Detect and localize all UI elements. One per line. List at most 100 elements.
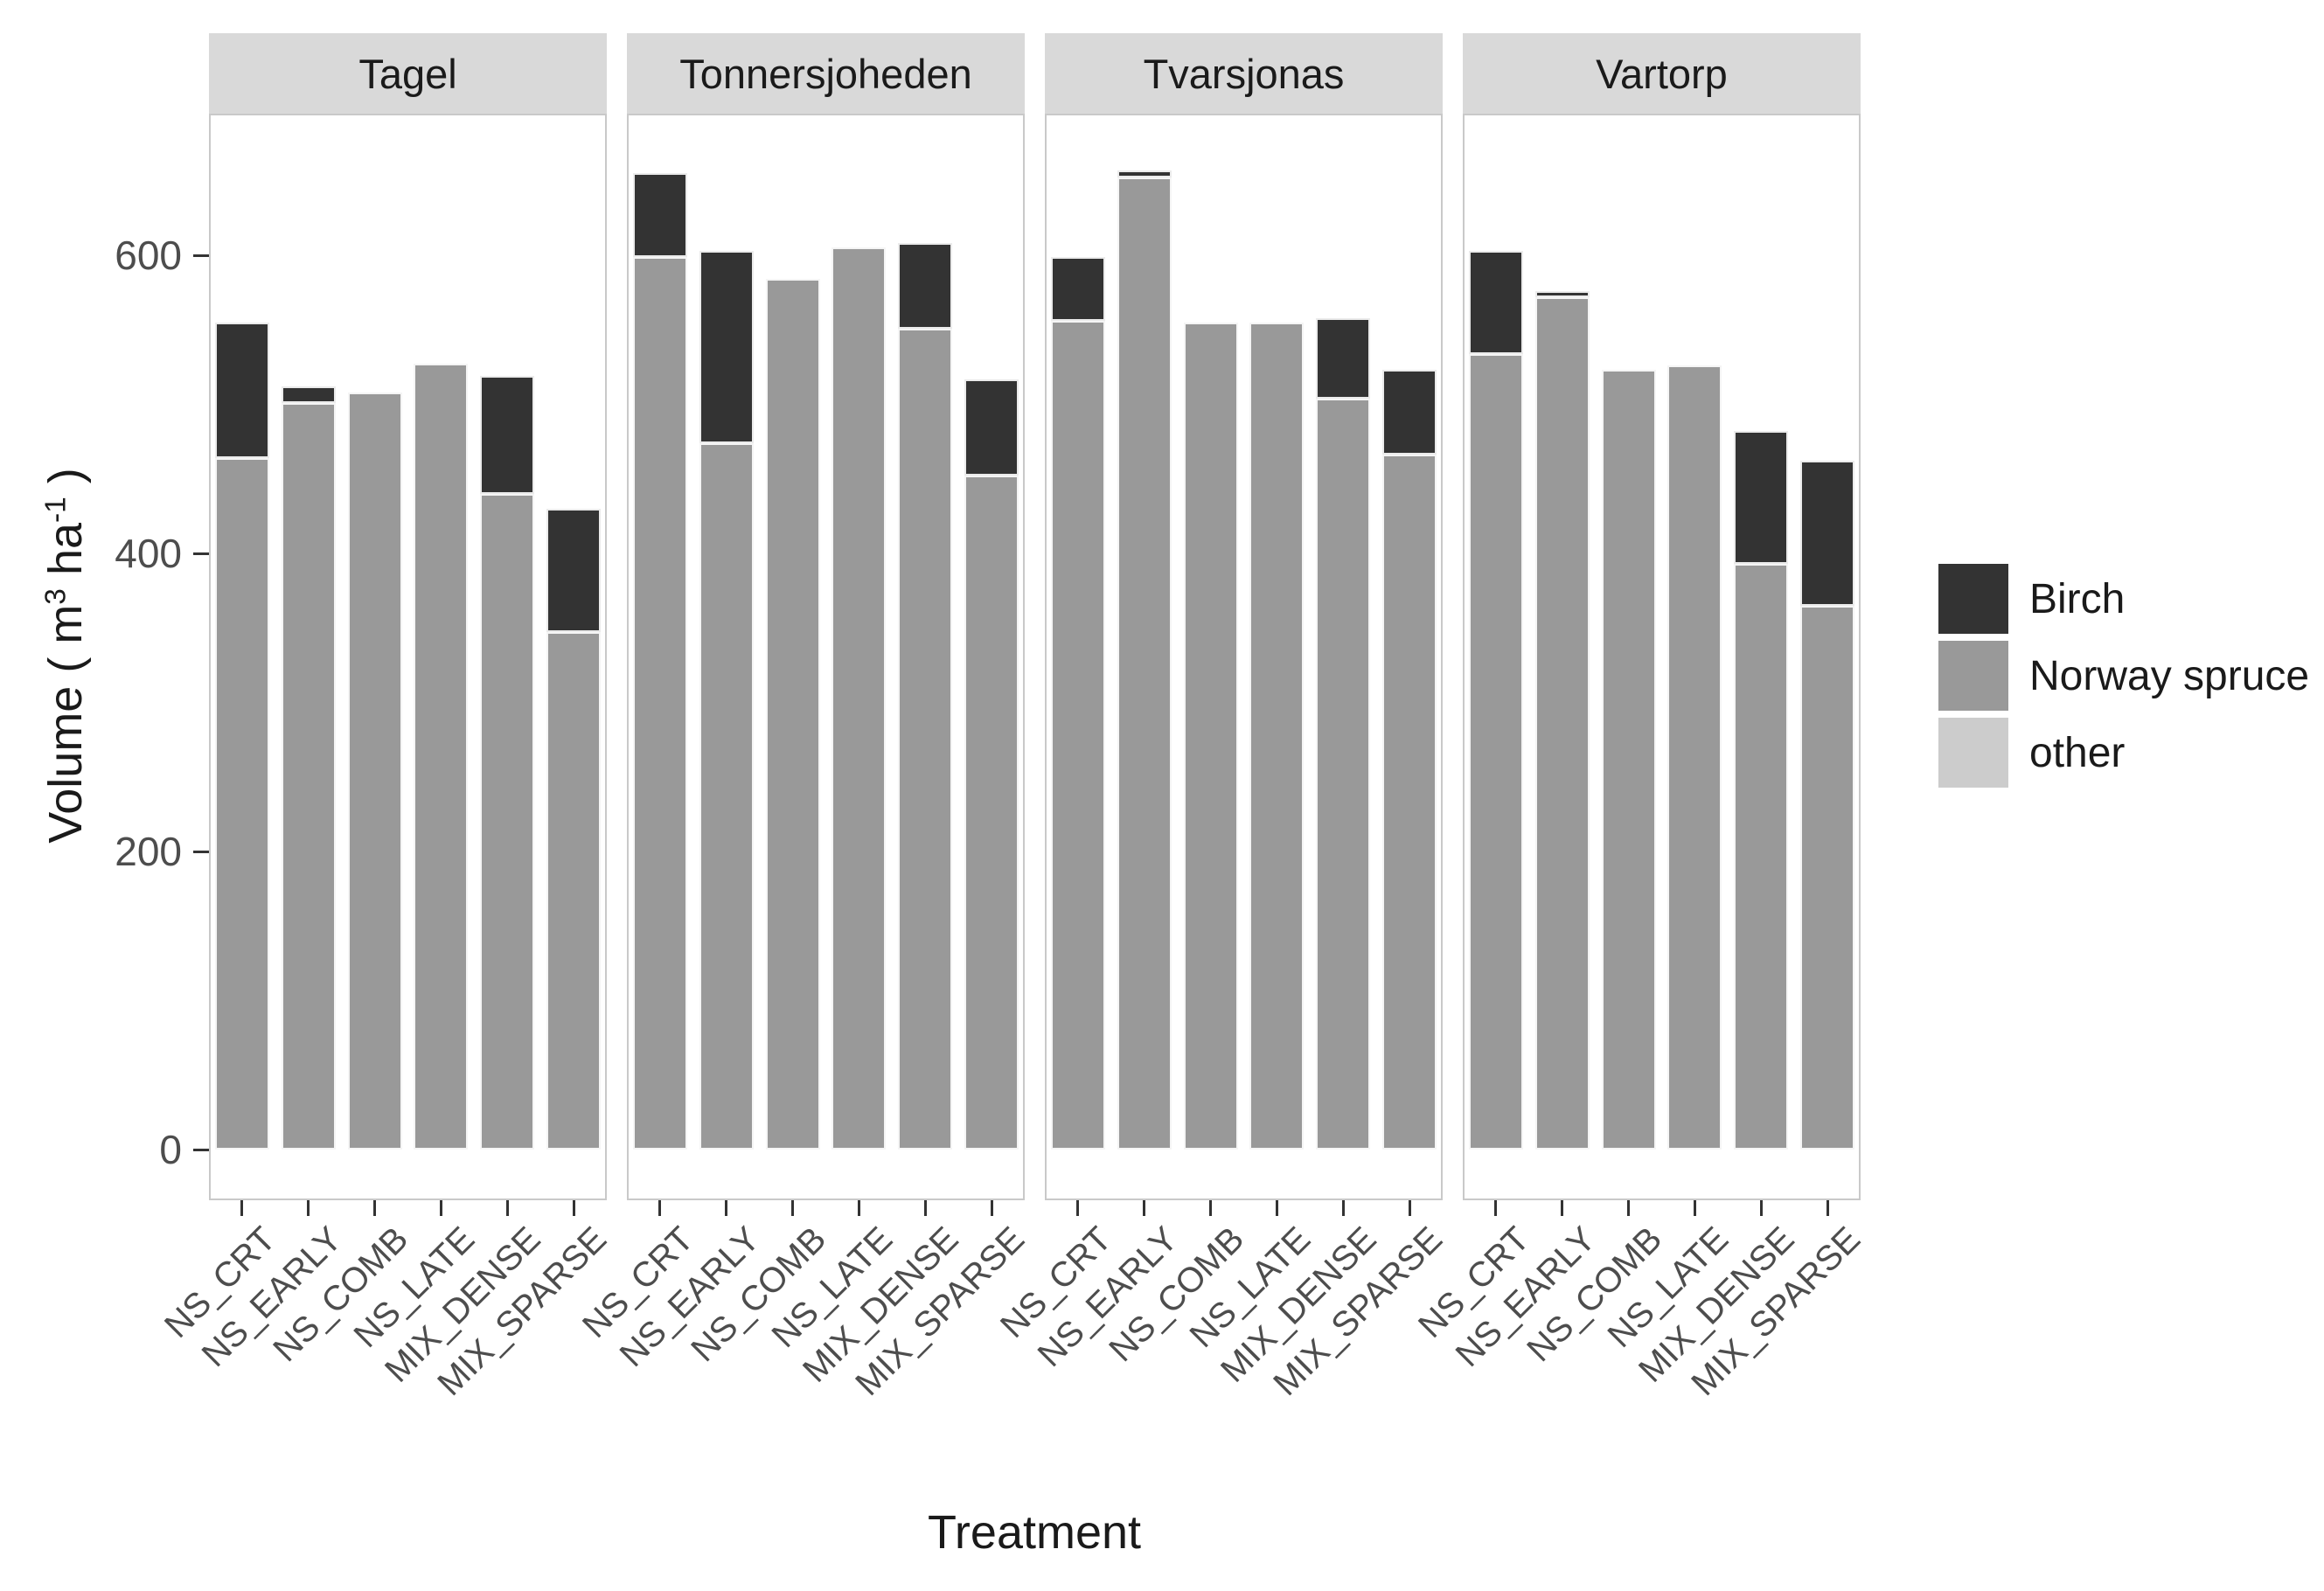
facet-panel-Tagel [209,114,607,1200]
y-axis-title: Volume ( m3 ha-1 ) [38,468,93,844]
bar-segment-birch [546,508,602,633]
y-axis-title-superscript-3: 3 [39,588,73,605]
bar-segment-birch [1050,256,1105,322]
bar-Tonnersjoheden-NS_EARLY [699,115,754,1150]
y-tick-mark [193,1148,209,1151]
y-axis-title-superscript-minus1: -1 [39,497,73,523]
facet-panel-Vartorp [1463,114,1861,1200]
bar-segment-norway-spruce [765,279,820,1150]
bar-Vartorp-NS_COMB [1601,115,1656,1150]
bar-Tagel-NS_CRT [214,115,269,1150]
bar-Tagel-NS_EARLY [281,115,336,1150]
bar-Vartorp-NS_LATE [1667,115,1722,1150]
bar-segment-norway-spruce [1667,365,1722,1150]
bar-segment-birch [632,173,687,257]
x-tick-mark [1341,1200,1345,1216]
x-tick-mark [857,1200,860,1216]
bar-segment-norway-spruce [1601,370,1656,1150]
y-tick-mark [193,552,209,555]
bar-Vartorp-MIX_SPARSE [1800,115,1855,1150]
bar-segment-birch [1468,250,1523,354]
facet-panel-Tvarsjonas [1045,114,1443,1200]
facet-panel-Tonnersjoheden [627,114,1025,1200]
legend-swatch-other [1938,718,2008,788]
bar-Tonnersjoheden-NS_COMB [765,115,820,1150]
bar-segment-birch [480,376,535,494]
bar-Tonnersjoheden-NS_CRT [632,115,687,1150]
x-tick-mark [1627,1200,1631,1216]
bar-segment-birch [1316,317,1371,399]
bar-segment-birch [214,322,269,458]
bar-segment-norway-spruce [699,442,754,1150]
x-tick-mark [1693,1200,1696,1216]
legend-label: Birch [2029,575,2126,622]
bar-segment-birch [898,243,953,329]
bar-Tonnersjoheden-MIX_SPARSE [964,115,1019,1150]
bar-Tvarsjonas-NS_EARLY [1117,115,1172,1150]
bar-Vartorp-MIX_DENSE [1734,115,1789,1150]
legend-swatch-birch [1938,564,2008,634]
bar-segment-birch [1800,461,1855,606]
y-tick-label: 0 [159,1127,182,1172]
facet-strip-Vartorp: Vartorp [1463,33,1861,114]
x-tick-mark [1209,1200,1213,1216]
bar-segment-norway-spruce [281,402,336,1150]
bar-segment-norway-spruce [1534,296,1590,1150]
bar-segment-norway-spruce [1800,605,1855,1150]
y-tick-label: 400 [115,531,182,576]
bar-segment-norway-spruce [831,247,887,1150]
bar-segment-norway-spruce [1468,353,1523,1150]
bar-segment-norway-spruce [414,364,469,1150]
x-tick-mark [439,1200,442,1216]
bar-Vartorp-NS_CRT [1468,115,1523,1150]
bar-segment-norway-spruce [1249,322,1305,1150]
bar-Tagel-MIX_DENSE [480,115,535,1150]
bar-segment-birch [281,386,336,403]
bar-Tagel-NS_LATE [414,115,469,1150]
bar-Tonnersjoheden-MIX_DENSE [898,115,953,1150]
legend-entry-other: other [1938,718,2309,788]
facet-strip-Tvarsjonas: Tvarsjonas [1045,33,1443,114]
y-tick-label: 600 [115,233,182,278]
x-tick-mark [1275,1200,1278,1216]
x-tick-mark [923,1200,927,1216]
bar-segment-birch [699,250,754,443]
bar-segment-birch [1734,431,1789,564]
x-tick-mark [307,1200,310,1216]
legend-entry-norway-spruce: Norway spruce [1938,641,2309,711]
bar-Tvarsjonas-MIX_DENSE [1316,115,1371,1150]
x-tick-mark [1143,1200,1146,1216]
bar-Vartorp-NS_EARLY [1534,115,1590,1150]
bar-segment-birch [1382,370,1437,455]
x-tick-mark [658,1200,662,1216]
y-axis-title-text: Volume ( m [39,604,92,844]
bar-Tvarsjonas-NS_CRT [1050,115,1105,1150]
x-tick-mark [1076,1200,1080,1216]
x-axis-title: Treatment [927,1506,1142,1559]
x-tick-mark [1561,1200,1564,1216]
x-tick-mark [1494,1200,1498,1216]
bar-segment-norway-spruce [1382,455,1437,1150]
bar-segment-norway-spruce [898,328,953,1150]
bar-segment-norway-spruce [632,256,687,1150]
y-tick-mark [193,254,209,257]
facet-strip-Tagel: Tagel [209,33,607,114]
bar-segment-norway-spruce [1734,563,1789,1150]
bar-segment-norway-spruce [347,392,402,1150]
legend-label: Norway spruce [2029,652,2310,699]
bar-Tvarsjonas-NS_LATE [1249,115,1305,1150]
bar-Tvarsjonas-NS_COMB [1183,115,1238,1150]
x-tick-mark [373,1200,377,1216]
bar-segment-norway-spruce [1183,322,1238,1150]
legend-entry-birch: Birch [1938,564,2309,634]
x-tick-mark [725,1200,728,1216]
x-tick-mark [1408,1200,1411,1216]
bar-Tagel-NS_COMB [347,115,402,1150]
bar-segment-birch [1534,290,1590,297]
bar-segment-norway-spruce [1050,321,1105,1150]
legend: Birch Norway spruce other [1938,564,2309,795]
x-tick-mark [1759,1200,1763,1216]
x-tick-mark [990,1200,993,1216]
legend-label: other [2029,729,2126,776]
